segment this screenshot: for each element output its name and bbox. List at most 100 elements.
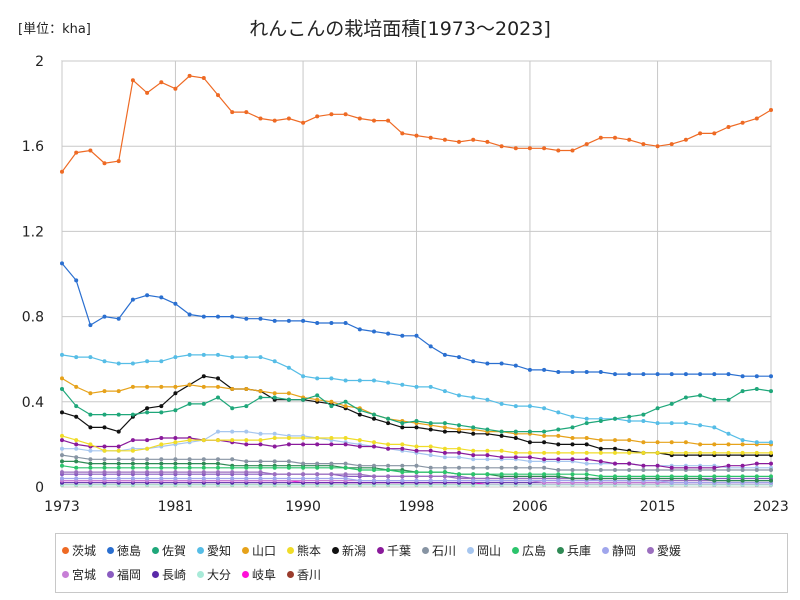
data-point bbox=[301, 374, 306, 379]
data-point bbox=[230, 470, 235, 475]
data-point bbox=[145, 406, 150, 411]
data-point bbox=[584, 442, 589, 447]
data-point bbox=[428, 470, 433, 475]
data-point bbox=[187, 352, 192, 357]
y-tick-label: 0 bbox=[35, 480, 44, 496]
x-tick-label: 1998 bbox=[399, 499, 435, 515]
data-point bbox=[754, 474, 759, 479]
data-point bbox=[740, 478, 745, 483]
data-point bbox=[159, 476, 164, 481]
data-point bbox=[655, 372, 660, 377]
data-point bbox=[145, 465, 150, 470]
data-point bbox=[173, 440, 178, 445]
data-point bbox=[726, 468, 731, 472]
data-point bbox=[499, 361, 504, 366]
y-tick-label: 2 bbox=[35, 54, 44, 70]
data-point bbox=[159, 359, 164, 364]
data-point bbox=[740, 442, 745, 447]
data-point bbox=[442, 389, 447, 394]
data-point bbox=[698, 474, 703, 479]
data-point bbox=[74, 278, 79, 283]
data-point bbox=[400, 442, 405, 447]
data-point bbox=[769, 461, 773, 466]
data-point bbox=[116, 389, 121, 394]
data-point bbox=[556, 478, 561, 483]
data-point bbox=[683, 395, 688, 400]
data-point bbox=[442, 429, 447, 434]
data-point bbox=[598, 438, 603, 443]
data-point bbox=[88, 355, 93, 360]
data-point bbox=[769, 468, 773, 472]
data-point bbox=[244, 404, 249, 409]
data-point bbox=[343, 321, 348, 325]
legend-marker bbox=[647, 547, 654, 554]
data-point bbox=[159, 384, 164, 389]
data-point bbox=[457, 465, 461, 470]
data-point bbox=[542, 406, 547, 411]
data-point bbox=[598, 446, 603, 451]
data-point bbox=[201, 465, 206, 470]
data-point bbox=[244, 387, 249, 391]
data-point bbox=[173, 470, 178, 475]
data-point bbox=[669, 474, 674, 479]
data-point bbox=[400, 446, 405, 451]
data-point bbox=[683, 474, 688, 479]
legend-marker bbox=[422, 547, 429, 554]
legend-row: 茨城 徳島 佐賀 愛知 山口 熊本 新潟 千葉 石川 岡山 広島 兵庫 静岡 愛媛 bbox=[62, 542, 692, 559]
data-point bbox=[130, 438, 135, 443]
data-point bbox=[641, 412, 646, 417]
data-point bbox=[527, 459, 532, 464]
data-point bbox=[130, 457, 135, 462]
data-point bbox=[513, 436, 518, 440]
data-point bbox=[201, 438, 206, 443]
data-point bbox=[527, 472, 532, 477]
data-point bbox=[428, 421, 433, 426]
data-point bbox=[230, 387, 235, 391]
data-point bbox=[258, 438, 263, 443]
data-point bbox=[584, 421, 589, 426]
data-point bbox=[116, 476, 121, 481]
data-point bbox=[60, 463, 64, 468]
legend-label: 愛知 bbox=[207, 544, 232, 558]
data-point bbox=[485, 139, 490, 144]
legend-label: 熊本 bbox=[297, 544, 322, 558]
data-point bbox=[116, 461, 121, 466]
data-point bbox=[230, 457, 235, 462]
data-point bbox=[726, 478, 731, 483]
data-point bbox=[400, 382, 405, 387]
series-石川 bbox=[60, 453, 773, 472]
legend-label: 新潟 bbox=[342, 544, 367, 558]
data-point bbox=[187, 73, 192, 78]
data-point bbox=[499, 433, 504, 438]
data-point bbox=[116, 448, 121, 453]
data-point bbox=[471, 457, 476, 462]
data-point bbox=[201, 461, 206, 466]
data-point bbox=[145, 461, 150, 466]
data-point bbox=[88, 457, 93, 462]
data-point bbox=[173, 355, 178, 360]
data-point bbox=[88, 442, 93, 447]
data-point bbox=[428, 384, 433, 389]
data-point bbox=[60, 459, 64, 464]
data-point bbox=[613, 372, 617, 377]
data-point bbox=[201, 457, 206, 462]
data-point bbox=[598, 468, 603, 472]
data-point bbox=[329, 404, 334, 409]
legend-item: 徳島 bbox=[107, 542, 152, 559]
data-point bbox=[74, 442, 79, 447]
data-point bbox=[740, 389, 745, 394]
data-point bbox=[159, 461, 164, 466]
data-point bbox=[584, 416, 589, 421]
data-point bbox=[216, 429, 220, 434]
legend-label: 宮城 bbox=[72, 568, 97, 582]
data-point bbox=[357, 412, 362, 417]
data-point bbox=[357, 408, 362, 413]
data-point bbox=[457, 446, 461, 451]
data-point bbox=[683, 480, 688, 485]
data-point bbox=[471, 359, 476, 364]
data-point bbox=[244, 355, 249, 360]
data-point bbox=[272, 318, 277, 323]
legend-item: 佐賀 bbox=[152, 542, 197, 559]
data-point bbox=[641, 450, 646, 455]
data-point bbox=[613, 446, 617, 451]
